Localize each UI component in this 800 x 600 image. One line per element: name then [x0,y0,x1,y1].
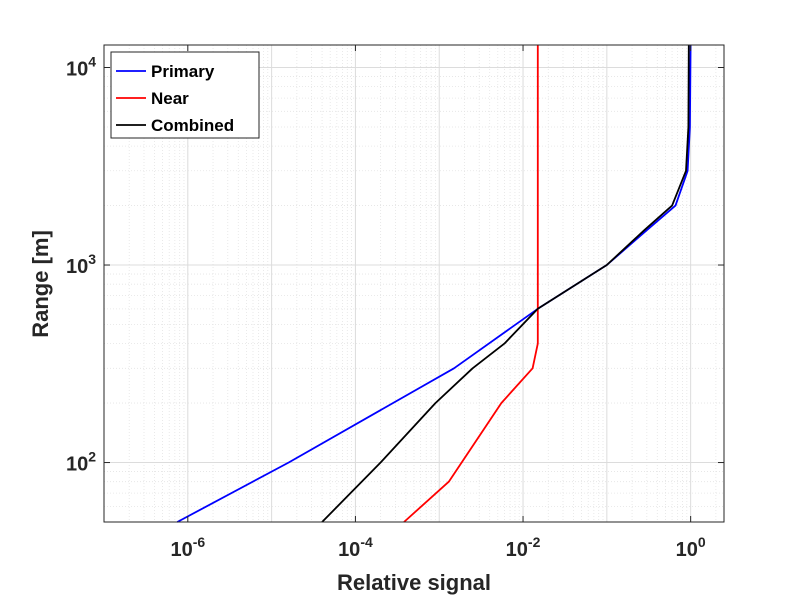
x-tick-label: 10-4 [338,534,373,561]
x-axis-label: Relative signal [337,570,491,595]
legend-label-combined: Combined [151,116,234,135]
legend-label-primary: Primary [151,62,215,81]
axes-box [103,44,725,523]
x-tick-labels: 10-6 10-4 10-2 100 [170,534,705,561]
x-tick-label: 10-6 [170,534,205,561]
x-tick-label: 100 [676,534,706,561]
y-tick-label: 104 [66,54,96,81]
x-tick-label: 10-2 [506,534,541,561]
y-tick-label: 102 [66,449,96,476]
legend: Primary Near Combined [110,51,260,139]
series-line-near [403,45,539,523]
legend-label-near: Near [151,89,189,108]
tick-marks [104,45,724,522]
y-tick-labels: 102 103 104 [66,54,96,476]
y-tick-label: 103 [66,251,96,278]
y-axis-label: Range [m] [28,230,53,338]
series-layer [176,44,692,523]
legend-box [110,51,260,139]
grid [103,45,724,523]
series-line-combined [321,44,690,523]
